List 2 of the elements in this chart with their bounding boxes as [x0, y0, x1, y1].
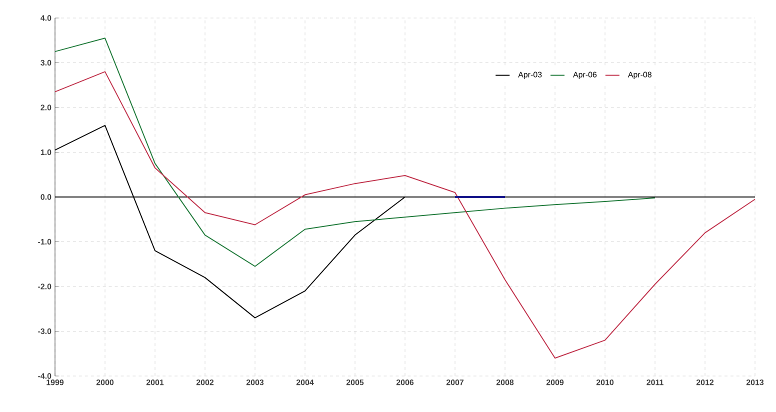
line-series	[54, 38, 656, 267]
line-series	[54, 71, 756, 359]
